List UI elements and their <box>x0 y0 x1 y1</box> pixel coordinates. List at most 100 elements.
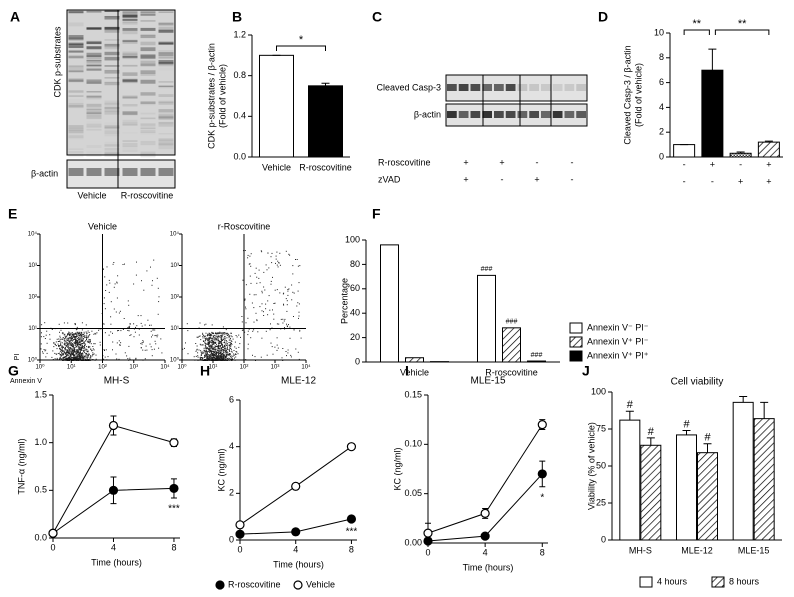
event-dot <box>217 346 219 348</box>
event-dot <box>287 294 289 296</box>
event-dot <box>158 301 160 303</box>
event-dot <box>269 309 271 311</box>
event-dot <box>62 333 64 335</box>
event-dot <box>208 338 210 340</box>
y-tick-label: 10³ <box>28 263 37 269</box>
event-dot <box>234 354 236 356</box>
event-dot <box>196 349 198 351</box>
blot-band <box>105 134 120 136</box>
event-dot <box>199 358 201 360</box>
event-dot <box>104 356 106 358</box>
event-dot <box>87 350 88 352</box>
event-dot <box>276 349 278 351</box>
legend-label: Vehicle <box>306 579 335 589</box>
event-dot <box>103 297 105 299</box>
event-dot <box>261 251 263 253</box>
event-dot <box>205 343 207 345</box>
blot-band <box>86 46 102 50</box>
event-dot <box>213 350 215 352</box>
event-dot <box>51 329 53 330</box>
event-dot <box>42 352 44 354</box>
event-dot <box>212 355 213 357</box>
event-dot <box>213 336 215 338</box>
event-dot <box>207 348 209 349</box>
event-dot <box>74 324 76 326</box>
event-dot <box>90 355 91 357</box>
event-dot <box>280 318 282 320</box>
blot-band <box>68 10 84 13</box>
event-dot <box>226 347 228 349</box>
bar <box>673 144 696 158</box>
blot-frame <box>66 159 176 189</box>
y-tick-label: 10¹ <box>170 326 179 332</box>
event-dot <box>99 344 101 346</box>
event-dot <box>87 337 89 339</box>
event-dot <box>273 318 275 320</box>
event-dot <box>62 354 64 356</box>
blot-band <box>140 92 156 96</box>
event-dot <box>58 323 60 325</box>
event-dot <box>61 354 62 356</box>
event-dot <box>230 335 232 337</box>
event-dot <box>70 342 72 344</box>
event-dot <box>286 355 287 357</box>
event-dot <box>200 344 202 346</box>
y-tick-label: 50 <box>596 460 606 470</box>
event-dot <box>218 358 220 360</box>
event-dot <box>67 346 69 348</box>
event-dot <box>254 272 256 274</box>
event-dot <box>278 323 280 325</box>
event-dot <box>62 345 63 347</box>
bar <box>259 54 294 158</box>
event-dot <box>220 357 222 359</box>
event-dot <box>204 344 206 346</box>
event-dot <box>72 340 74 342</box>
x-tick-label: 0 <box>237 544 242 554</box>
event-dot <box>135 357 137 359</box>
event-dot <box>88 341 90 343</box>
event-dot <box>103 323 105 325</box>
event-dot <box>202 344 204 346</box>
y-tick-label: 60 <box>350 283 360 293</box>
event-dot <box>81 356 83 357</box>
event-dot <box>73 334 75 336</box>
blot-band <box>104 111 120 115</box>
event-dot <box>59 357 61 359</box>
event-dot <box>81 357 83 359</box>
event-dot <box>287 289 289 290</box>
lane-label: R-roscovitine <box>121 190 174 200</box>
event-dot <box>152 334 154 336</box>
event-dot <box>73 342 75 344</box>
event-dot <box>247 330 249 332</box>
event-dot <box>61 349 63 350</box>
blot-band <box>104 150 120 154</box>
x-tick-label: 10³ <box>129 365 138 371</box>
blot-band <box>104 147 120 151</box>
blot-band <box>158 52 174 57</box>
event-dot <box>72 350 74 352</box>
blot-band <box>140 13 156 16</box>
event-dot <box>77 342 79 344</box>
event-dot <box>69 335 71 336</box>
event-dot <box>222 346 223 348</box>
event-dot <box>69 336 71 338</box>
event-dot <box>211 341 212 343</box>
event-dot <box>283 303 284 305</box>
event-dot <box>215 353 217 355</box>
event-dot <box>271 252 273 254</box>
event-dot <box>69 350 71 352</box>
blot-band <box>104 16 120 18</box>
blot-band <box>68 124 84 129</box>
event-dot <box>295 348 297 350</box>
event-dot <box>224 350 226 352</box>
significance: # <box>704 432 711 444</box>
event-dot <box>60 348 61 350</box>
y-tick-label: 10 <box>654 27 664 37</box>
event-dot <box>87 350 89 352</box>
event-dot <box>279 252 281 254</box>
event-dot <box>284 286 286 288</box>
blot-band <box>86 81 102 84</box>
event-dot <box>207 334 208 336</box>
event-dot <box>72 353 74 355</box>
event-dot <box>290 354 292 356</box>
